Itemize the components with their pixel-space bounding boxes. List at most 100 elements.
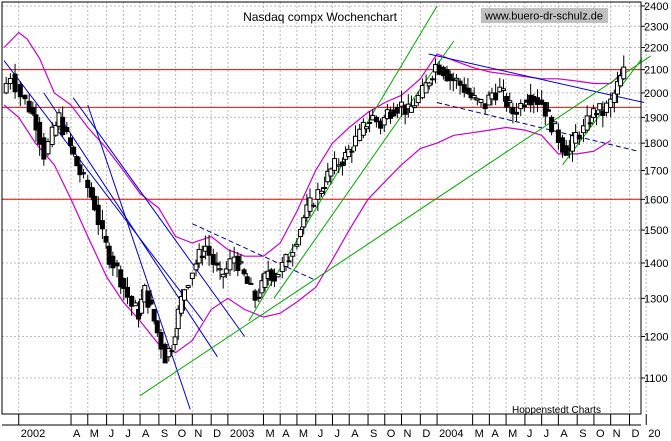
candle-body — [279, 261, 285, 273]
candle-body — [510, 106, 516, 115]
candle-body — [319, 190, 324, 194]
candle-body — [74, 156, 80, 167]
candle-body — [129, 295, 135, 307]
candle-body — [346, 148, 352, 158]
candle-body — [426, 82, 432, 87]
candle-body — [402, 104, 408, 115]
x-tick-label: A — [73, 428, 81, 440]
x-tick-label: J — [318, 428, 324, 440]
candle-body — [37, 121, 43, 145]
candle-body — [106, 245, 112, 265]
candle-body — [493, 92, 499, 101]
x-tick-label: M — [475, 428, 484, 440]
x-tick-label: A — [560, 428, 568, 440]
candle-body — [199, 255, 205, 259]
candle-body — [534, 97, 540, 105]
candle-body — [322, 186, 328, 189]
candle-body — [367, 121, 373, 124]
candle-body — [618, 75, 624, 87]
candle-body — [68, 137, 74, 146]
x-tick-label: 2004 — [439, 428, 463, 440]
x-tick-label: M — [299, 428, 308, 440]
candle-body — [457, 80, 463, 86]
x-tick-label: J — [527, 428, 533, 440]
lower-band-line — [3, 104, 612, 354]
x-tick-label: M — [90, 428, 99, 440]
candle-body — [26, 100, 32, 113]
candle-body — [17, 84, 23, 98]
x-tick-label: D — [213, 428, 221, 440]
candle-body — [256, 296, 262, 299]
candle-body — [64, 127, 70, 133]
x-tick-label: O — [178, 428, 187, 440]
candle-body — [552, 121, 558, 125]
x-tick-label: 2003 — [230, 428, 254, 440]
candle-body — [399, 101, 405, 107]
x-tick-label: A — [142, 428, 150, 440]
candle-body — [408, 105, 414, 113]
candle-body — [363, 126, 369, 130]
candle-body — [30, 106, 36, 115]
candle-body — [7, 77, 13, 84]
candle-body — [85, 179, 91, 189]
candle-body — [110, 255, 116, 269]
trend-line — [43, 92, 218, 358]
x-tick-label: 2002 — [21, 428, 45, 440]
candle-body — [95, 204, 101, 225]
candle-body — [214, 262, 220, 266]
candle-body — [103, 235, 109, 243]
y-tick-label: 1200 — [644, 331, 668, 343]
candle-body — [290, 252, 296, 257]
x-tick-label: O — [387, 428, 396, 440]
candle-body — [415, 95, 421, 104]
candle-body — [223, 268, 229, 274]
x-axis: 2002 A M J J A S O N D 2003 M A M J J A S O N D 2004 M A M J J A S O N… — [2, 413, 660, 440]
candle-body — [22, 94, 28, 100]
trend-line — [72, 97, 246, 337]
candle-body — [135, 308, 141, 320]
candle-body — [429, 78, 435, 81]
candle-body — [121, 278, 127, 289]
x-tick-label: N — [194, 428, 202, 440]
x-tick-label: S — [579, 428, 586, 440]
candle-body — [244, 276, 250, 284]
candle-body — [275, 273, 281, 278]
y-tick-label: 2100 — [644, 65, 668, 77]
candle-body — [53, 124, 59, 136]
candle-body — [151, 308, 157, 322]
candle-body — [436, 64, 442, 75]
candle-body — [241, 269, 247, 275]
x-tick-label: J — [544, 428, 550, 440]
candle-body — [92, 195, 98, 211]
candle-body — [545, 109, 551, 112]
candle-body — [114, 262, 120, 267]
y-tick-label: 2200 — [644, 42, 668, 54]
candle-body — [307, 197, 313, 212]
x-tick-label: J — [125, 428, 131, 440]
candle-body — [189, 272, 195, 280]
candle-body — [210, 254, 216, 265]
trend-line — [139, 55, 651, 397]
y-tick-label: 2300 — [644, 21, 668, 33]
y-axis: 1100 1200 1300 1400 1500 1600 1700 1800 1900 2000… — [640, 1, 668, 414]
candle-body — [193, 263, 199, 271]
candle-body — [286, 260, 292, 263]
x-tick-label: J — [334, 428, 340, 440]
candle-body — [594, 113, 600, 116]
candle-body — [412, 105, 418, 108]
candle-body — [185, 285, 191, 288]
x-tick-label: A — [282, 428, 290, 440]
candle-body — [590, 108, 596, 118]
watermark: www.buero-dr-schulz.de — [484, 11, 603, 23]
y-tick-label: 2000 — [644, 88, 668, 100]
candle-body — [206, 245, 212, 256]
candle-body — [315, 189, 321, 200]
candle-body — [465, 87, 471, 95]
candle-body — [181, 289, 187, 301]
trend-line — [436, 102, 638, 152]
candle-body — [178, 296, 184, 314]
candle-body — [139, 298, 145, 314]
candle-body — [12, 73, 18, 93]
